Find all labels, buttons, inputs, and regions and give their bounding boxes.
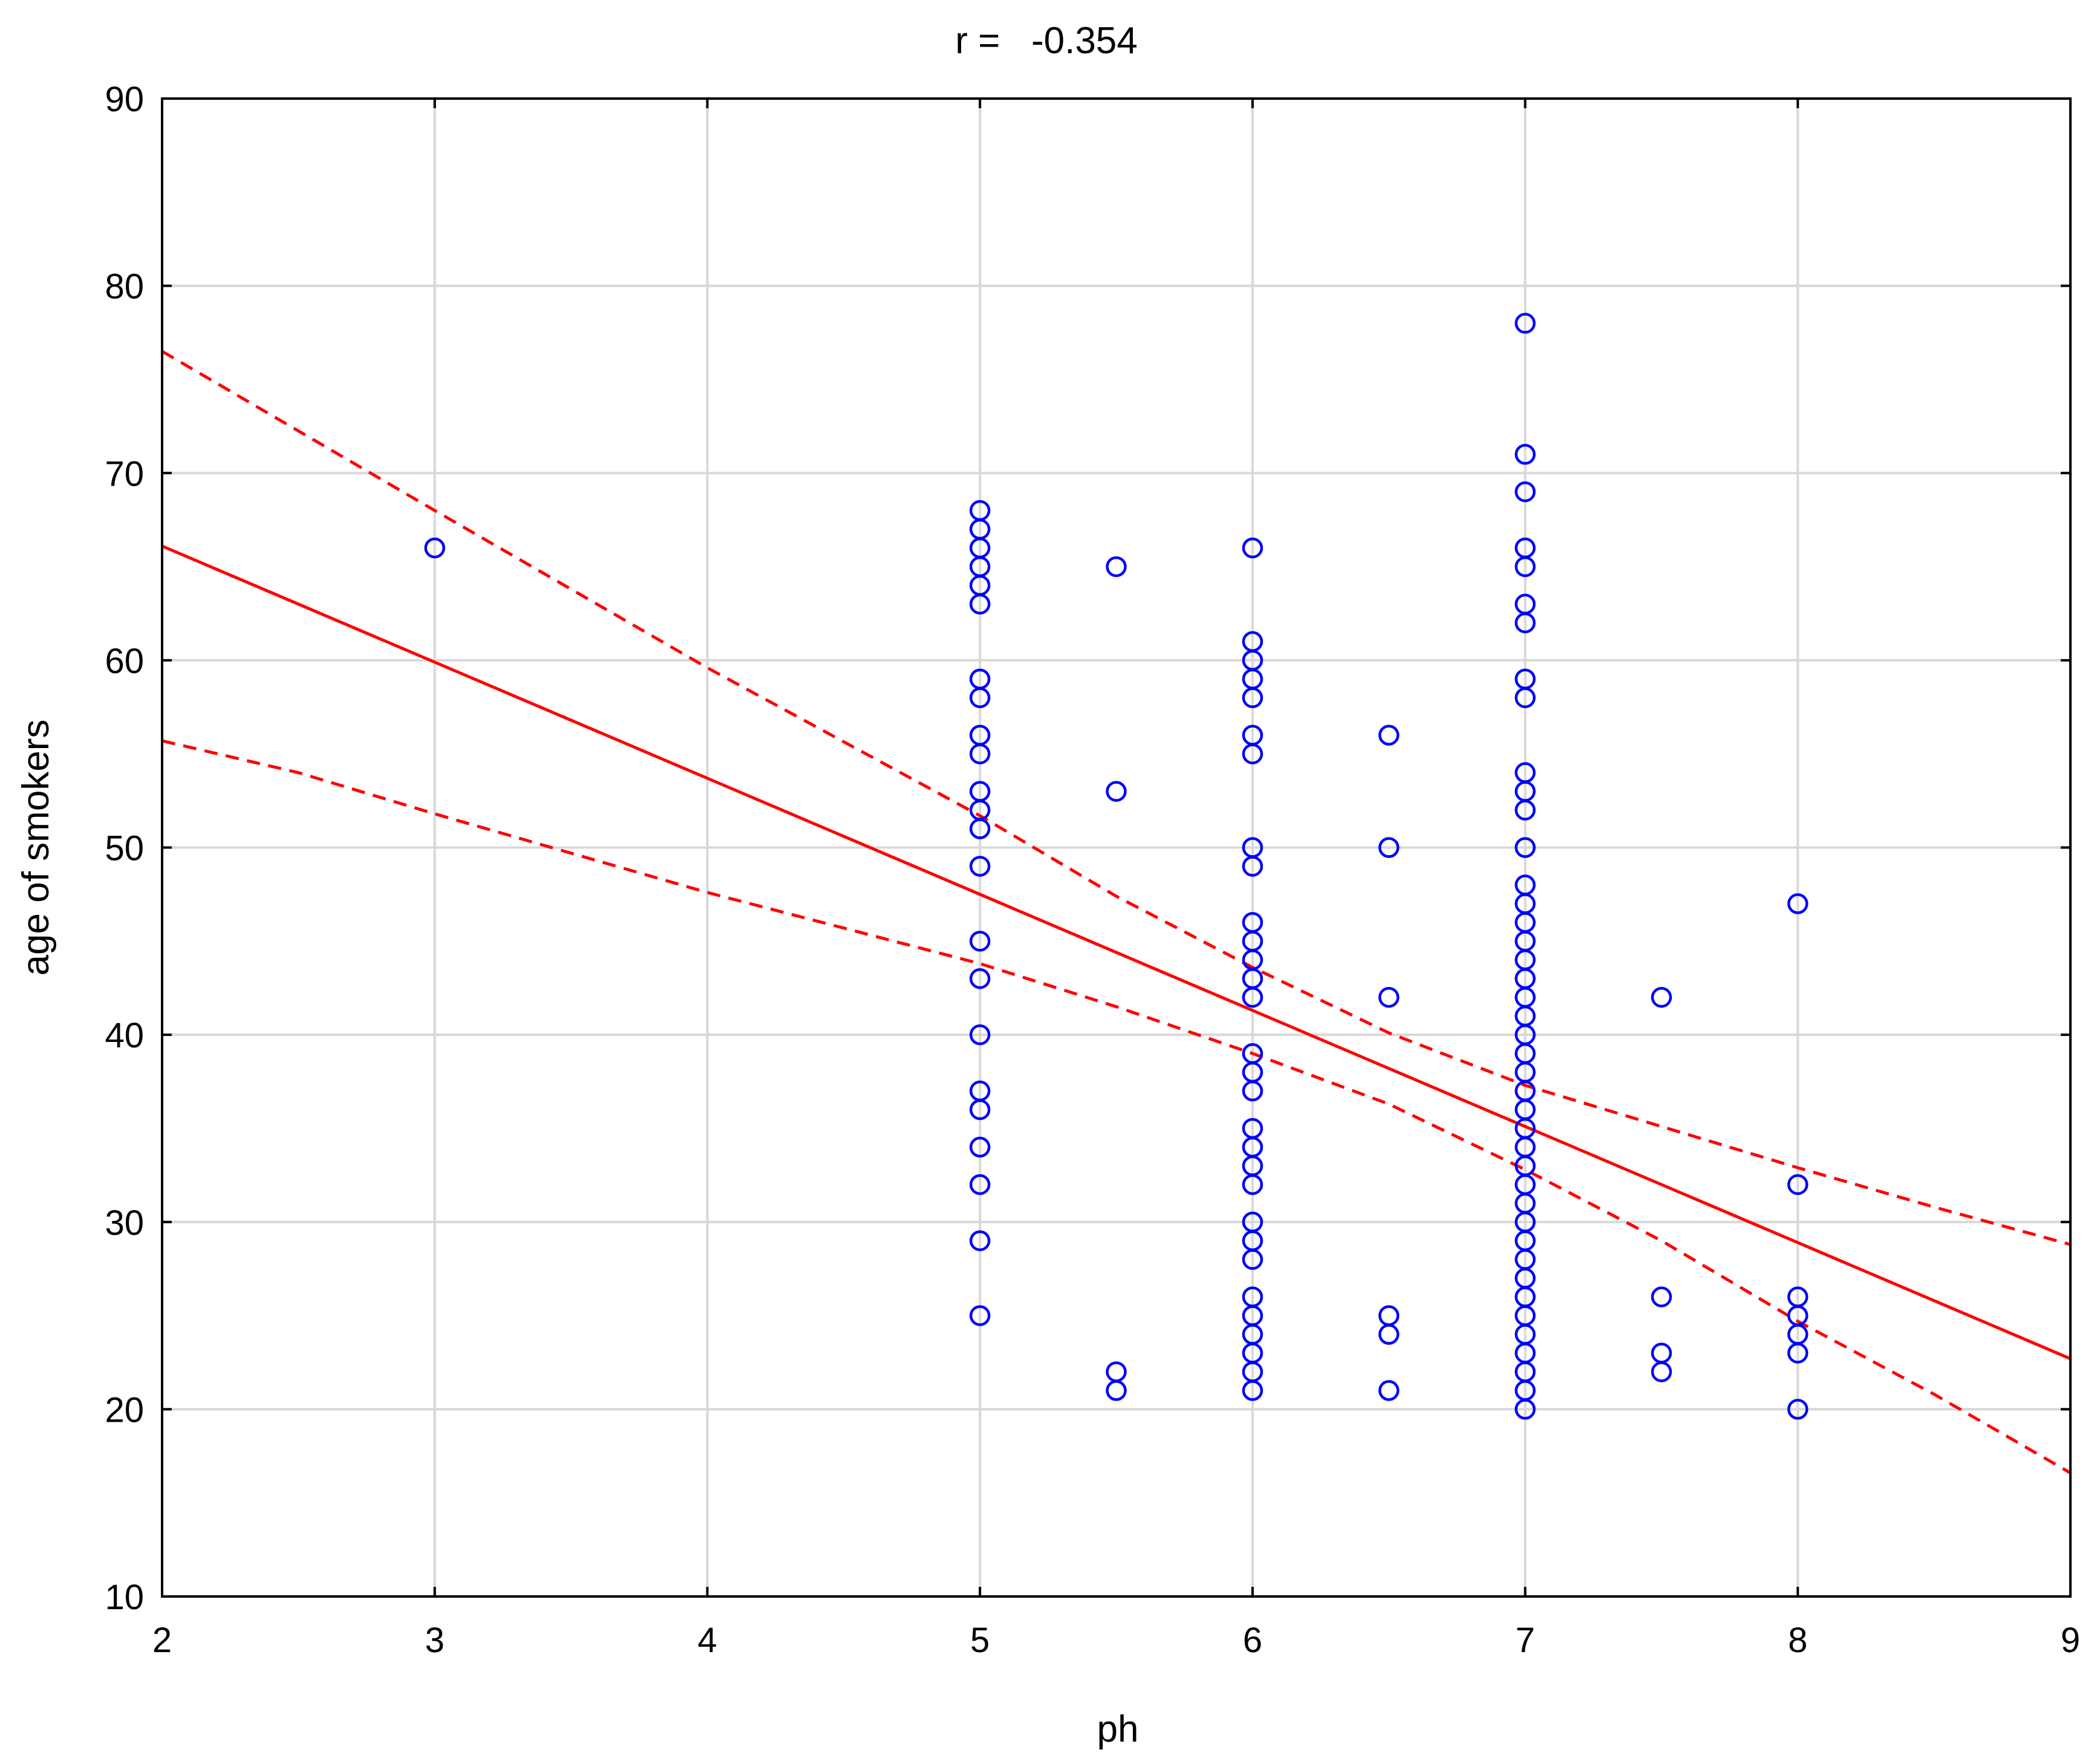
data-point — [969, 931, 991, 952]
data-point — [1106, 556, 1127, 578]
data-point — [1515, 313, 1536, 334]
y-tick-label: 20 — [105, 1390, 144, 1430]
data-point — [969, 743, 991, 764]
data-point — [1515, 612, 1536, 634]
y-tick-label: 40 — [105, 1016, 144, 1055]
data-point — [969, 1174, 991, 1196]
data-point — [1242, 1174, 1264, 1196]
x-axis-title: ph — [1097, 1708, 1139, 1750]
data-point — [1787, 1343, 1809, 1364]
data-point — [1515, 481, 1536, 503]
data-point — [1787, 1174, 1809, 1196]
y-tick-label: 10 — [105, 1578, 144, 1617]
data-point — [1242, 537, 1264, 559]
confidence-band-lower — [161, 739, 2072, 1474]
data-point — [1378, 1324, 1400, 1345]
data-point — [1378, 986, 1400, 1008]
data-point — [969, 968, 991, 989]
data-point — [1242, 1380, 1264, 1401]
fit-lines — [161, 350, 2072, 1474]
data-point — [1515, 1399, 1536, 1420]
x-tick-label: 4 — [697, 1621, 717, 1660]
y-tick-label: 80 — [105, 267, 144, 307]
data-point — [1651, 1361, 1672, 1382]
data-point — [969, 1230, 991, 1251]
data-point — [969, 818, 991, 839]
data-points — [424, 313, 1809, 1420]
data-point — [1242, 1080, 1264, 1102]
data-point — [969, 856, 991, 877]
data-point — [969, 1024, 991, 1046]
data-point — [1515, 687, 1536, 709]
x-tick-label: 9 — [2061, 1621, 2080, 1660]
y-tick-label: 60 — [105, 642, 144, 681]
data-point — [424, 537, 445, 559]
x-tick-label: 6 — [1243, 1621, 1262, 1660]
data-point — [1106, 781, 1127, 802]
data-point — [969, 687, 991, 709]
data-point — [1106, 1361, 1127, 1382]
y-tick-label: 30 — [105, 1203, 144, 1243]
x-tick-label: 3 — [425, 1621, 445, 1660]
data-point — [1242, 687, 1264, 709]
x-tick-label: 5 — [970, 1621, 990, 1660]
data-point — [969, 1099, 991, 1121]
confidence-band-upper — [161, 350, 2071, 1246]
data-point — [1515, 799, 1536, 821]
x-tick-label: 7 — [1515, 1621, 1535, 1660]
data-point — [1651, 986, 1672, 1008]
grid-lines — [162, 99, 2070, 1596]
data-point — [1787, 1399, 1809, 1420]
data-point — [1651, 1286, 1672, 1307]
y-tick-label: 50 — [105, 829, 144, 868]
data-point — [1378, 837, 1400, 858]
y-tick-labels: 10 20 30 40 50 60 70 80 90 — [105, 80, 144, 1617]
data-point — [1515, 837, 1536, 858]
x-tick-labels: 2 3 4 5 6 7 8 9 — [152, 1621, 2080, 1660]
data-point — [969, 593, 991, 615]
data-point — [1378, 724, 1400, 746]
data-point — [969, 1305, 991, 1326]
data-point — [1242, 986, 1264, 1008]
data-point — [1515, 444, 1536, 465]
data-point — [1515, 556, 1536, 578]
correlation-label: r = -0.354 — [955, 20, 1138, 62]
data-point — [1242, 1249, 1264, 1270]
data-point — [969, 1136, 991, 1158]
data-point — [1242, 743, 1264, 764]
y-tick-label: 70 — [105, 454, 144, 493]
x-tick-label: 8 — [1788, 1621, 1807, 1660]
axis-ticks — [161, 97, 2072, 1598]
data-point — [1378, 1305, 1400, 1326]
data-point — [1106, 1380, 1127, 1401]
data-point — [1378, 1380, 1400, 1401]
data-point — [1787, 893, 1809, 914]
data-point — [1651, 1343, 1672, 1364]
data-point — [1242, 856, 1264, 877]
y-tick-label: 90 — [105, 80, 144, 119]
x-tick-label: 2 — [152, 1621, 172, 1660]
regression-line — [161, 544, 2071, 1361]
y-axis-title: age of smokers — [15, 720, 57, 976]
